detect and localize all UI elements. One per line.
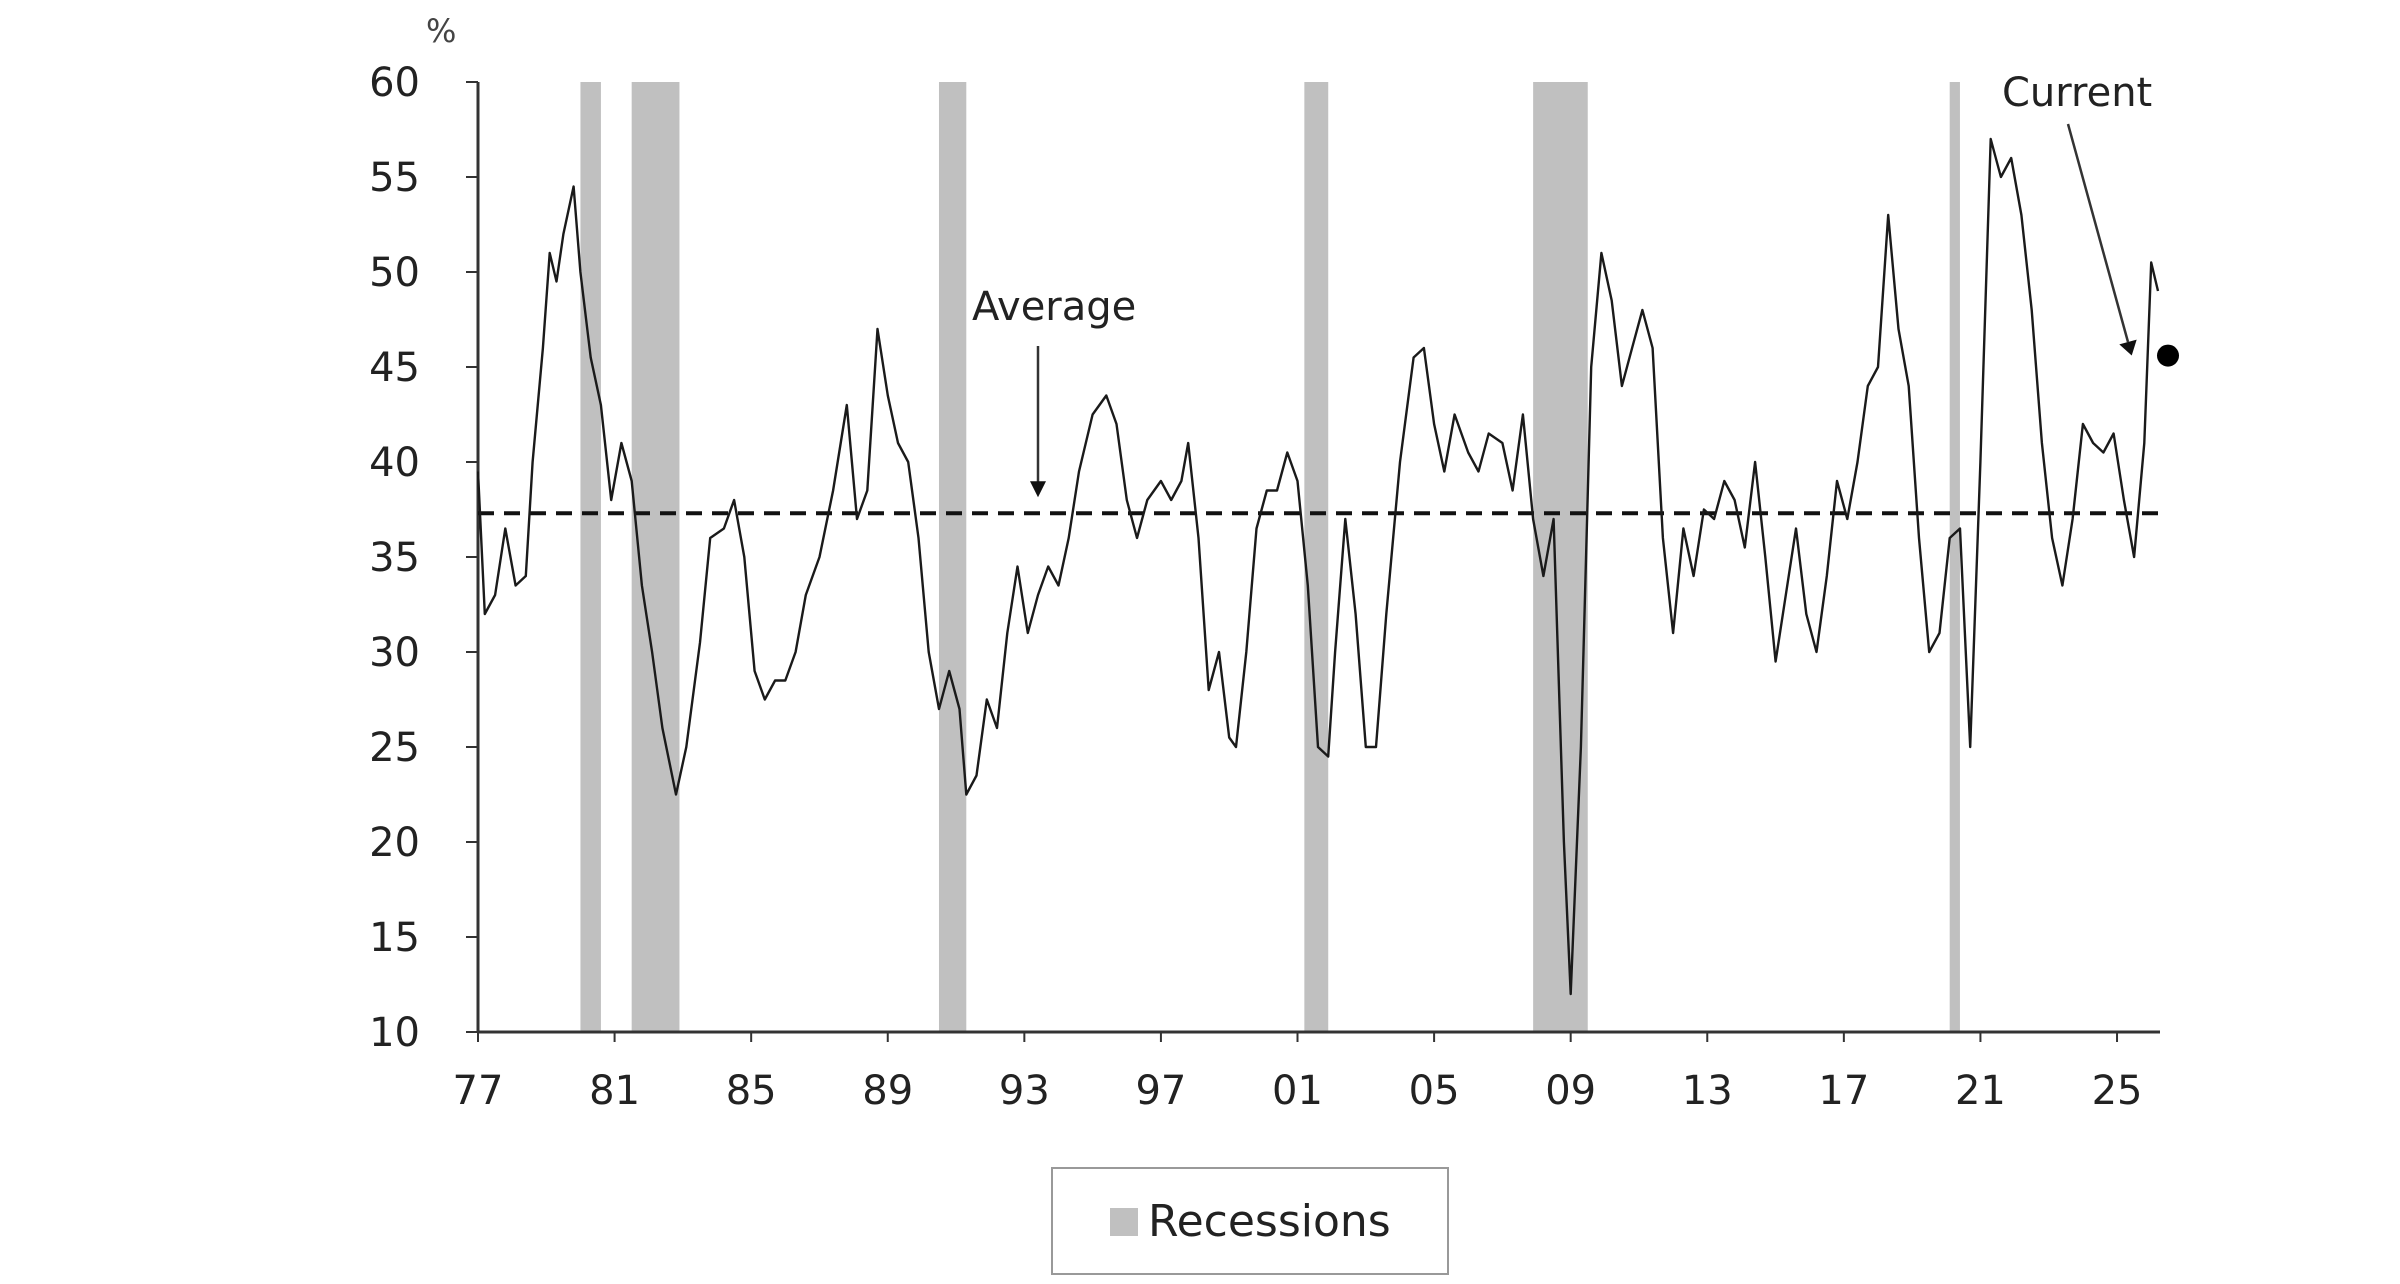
legend-swatch-recessions	[1110, 1208, 1138, 1236]
x-tick-label-81: 81	[589, 1068, 640, 1114]
y-tick-label-10: 10	[369, 1010, 420, 1056]
legend: Recessions	[1051, 1167, 1449, 1275]
y-tick-label-35: 35	[369, 535, 420, 581]
average-annotation: Average	[972, 284, 1136, 498]
x-ticks: 77 81 85 89 93 97 01 05 09 13 17 21 25	[453, 1032, 2143, 1114]
x-tick-label-77: 77	[453, 1068, 504, 1114]
current-arrowhead	[2119, 339, 2137, 356]
recession-band-4	[1304, 82, 1329, 1032]
recession-band-5	[1533, 82, 1588, 1032]
current-annotation: Current	[2002, 70, 2179, 367]
x-tick-label-85: 85	[726, 1068, 777, 1114]
y-tick-label-45: 45	[369, 345, 420, 391]
x-tick-label-01: 01	[1272, 1068, 1323, 1114]
x-tick-label-89: 89	[862, 1068, 913, 1114]
x-tick-label-09: 09	[1545, 1068, 1596, 1114]
y-tick-label-40: 40	[369, 440, 420, 486]
x-tick-label-21: 21	[1955, 1068, 2006, 1114]
y-tick-label-15: 15	[369, 915, 420, 961]
series-line	[476, 137, 2160, 996]
x-tick-label-25: 25	[2092, 1068, 2143, 1114]
y-axis-unit-label: %	[426, 12, 456, 50]
current-label: Current	[2002, 70, 2152, 116]
x-tick-label-17: 17	[1818, 1068, 1869, 1114]
x-tick-label-13: 13	[1682, 1068, 1733, 1114]
y-tick-label-55: 55	[369, 155, 420, 201]
current-marker	[2157, 344, 2179, 367]
x-tick-label-97: 97	[1135, 1068, 1186, 1114]
y-tick-label-30: 30	[369, 630, 420, 676]
recession-bands	[580, 82, 1960, 1032]
average-arrowhead	[1030, 481, 1046, 498]
legend-label-recessions: Recessions	[1148, 1196, 1391, 1247]
current-arrow	[2066, 123, 2130, 343]
y-ticks: 10 15 20 25 30 35 40 45 50 55 60	[369, 60, 478, 1056]
x-tick-label-05: 05	[1409, 1068, 1460, 1114]
x-tick-label-93: 93	[999, 1068, 1050, 1114]
recession-band-1	[580, 82, 601, 1032]
y-tick-label-50: 50	[369, 250, 420, 296]
average-label: Average	[972, 284, 1136, 330]
recession-band-6	[1949, 82, 1960, 1032]
y-tick-label-25: 25	[369, 725, 420, 771]
y-tick-label-60: 60	[369, 60, 420, 106]
recession-band-3	[938, 82, 967, 1032]
y-tick-label-20: 20	[369, 820, 420, 866]
